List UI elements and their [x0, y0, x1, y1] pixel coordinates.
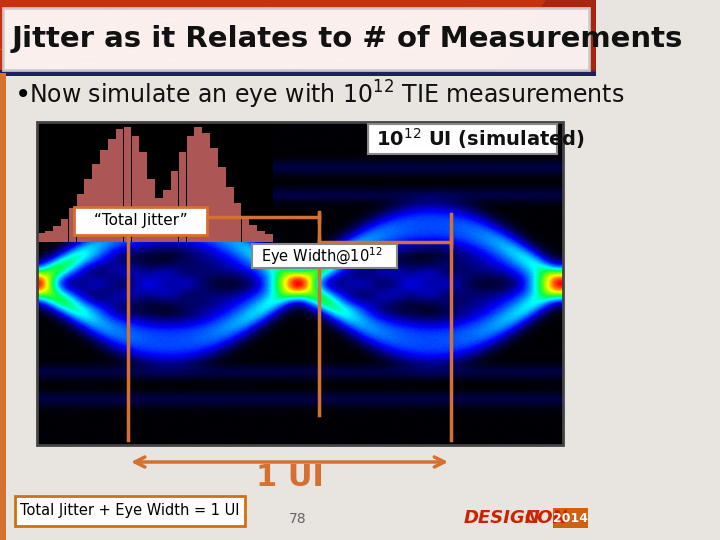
- Bar: [226, 187, 233, 242]
- Bar: [553, 508, 588, 528]
- Bar: [155, 198, 163, 242]
- Bar: [116, 129, 123, 242]
- Text: CON: CON: [525, 509, 568, 527]
- Bar: [257, 231, 265, 242]
- Text: Eye Width@10$^{12}$: Eye Width@10$^{12}$: [261, 246, 382, 267]
- Bar: [265, 234, 273, 242]
- Bar: [37, 122, 562, 445]
- Text: “Total Jitter”: “Total Jitter”: [94, 213, 187, 228]
- Bar: [140, 152, 147, 242]
- Bar: [74, 207, 207, 235]
- Bar: [0, 70, 595, 76]
- Bar: [194, 127, 202, 242]
- Text: Jitter as it Relates to # of Measurements: Jitter as it Relates to # of Measurement…: [12, 25, 683, 53]
- Bar: [4, 8, 589, 70]
- Bar: [37, 233, 45, 242]
- Bar: [250, 225, 257, 242]
- Text: 2014: 2014: [553, 511, 588, 524]
- Bar: [179, 152, 186, 242]
- Bar: [124, 127, 131, 242]
- Bar: [186, 136, 194, 242]
- Bar: [68, 207, 76, 242]
- Text: DESIGN: DESIGN: [464, 509, 540, 527]
- Bar: [218, 167, 225, 242]
- Bar: [37, 122, 273, 242]
- Bar: [92, 164, 100, 242]
- Bar: [148, 179, 155, 242]
- Bar: [253, 244, 397, 268]
- Bar: [76, 194, 84, 242]
- Bar: [108, 138, 116, 242]
- Bar: [163, 190, 171, 242]
- Text: Now simulate an eye with 10$^{12}$ TIE measurements: Now simulate an eye with 10$^{12}$ TIE m…: [29, 79, 624, 111]
- Bar: [210, 148, 217, 242]
- Text: 78: 78: [289, 512, 307, 526]
- Bar: [60, 219, 68, 242]
- Bar: [45, 231, 53, 242]
- Polygon shape: [497, 0, 595, 72]
- Bar: [0, 73, 6, 540]
- Text: 1 UI: 1 UI: [256, 463, 323, 492]
- Bar: [234, 203, 241, 242]
- Bar: [171, 171, 179, 242]
- Bar: [84, 179, 92, 242]
- Bar: [15, 496, 245, 526]
- Bar: [368, 124, 557, 154]
- Bar: [53, 226, 60, 242]
- Text: •: •: [15, 81, 31, 109]
- Bar: [132, 136, 139, 242]
- Bar: [202, 133, 210, 242]
- Bar: [0, 0, 595, 72]
- Bar: [242, 217, 249, 242]
- Text: Total Jitter + Eye Width = 1 UI: Total Jitter + Eye Width = 1 UI: [20, 503, 240, 518]
- Text: 10$^{12}$ UI (simulated): 10$^{12}$ UI (simulated): [377, 126, 585, 151]
- Bar: [100, 150, 108, 242]
